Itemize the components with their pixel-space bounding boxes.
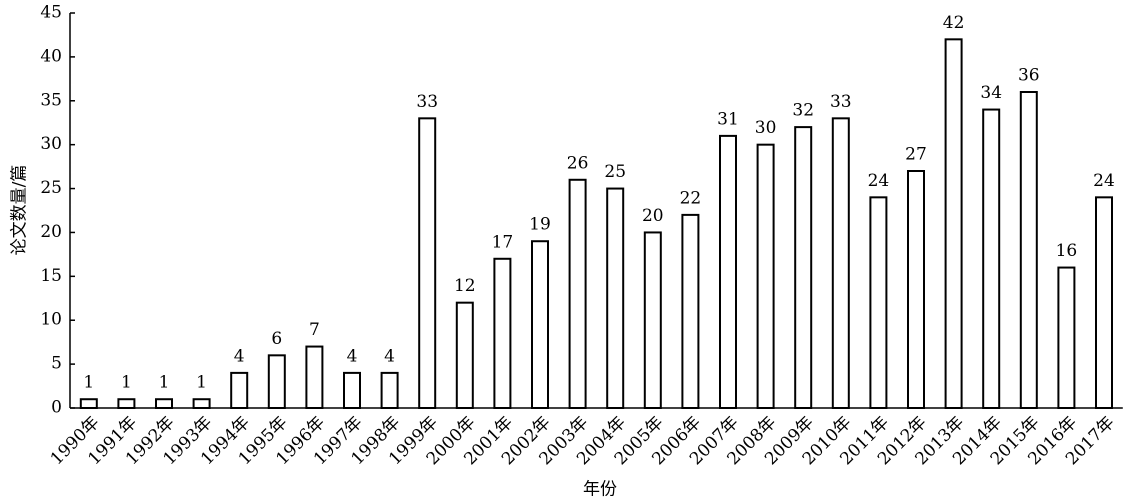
- value-label: 30: [755, 118, 777, 138]
- y-tick-label: 5: [51, 354, 62, 374]
- value-label: 33: [830, 92, 852, 112]
- bar: [531, 240, 549, 409]
- bar: [267, 354, 286, 410]
- value-label: 1: [121, 373, 132, 393]
- y-tick-label: 10: [40, 310, 62, 330]
- y-tick-label: 25: [40, 178, 62, 198]
- value-label: 12: [454, 276, 476, 296]
- value-label: 36: [1018, 66, 1040, 86]
- value-label: 25: [604, 162, 626, 182]
- value-label: 7: [309, 320, 320, 340]
- bar: [343, 371, 361, 409]
- bar: [907, 170, 925, 409]
- value-label: 42: [943, 13, 965, 33]
- x-axis-label: 年份: [583, 480, 617, 500]
- value-label: 1: [83, 373, 94, 393]
- value-label: 22: [680, 188, 702, 208]
- bar: [1095, 196, 1113, 409]
- bar: [606, 187, 625, 409]
- value-label: 17: [492, 232, 514, 252]
- y-tick-label: 45: [40, 3, 62, 23]
- bar: [418, 117, 437, 409]
- bar: [794, 126, 813, 409]
- y-tick-label: 15: [40, 266, 62, 286]
- y-tick-label: 30: [40, 134, 62, 154]
- value-label: 1: [196, 373, 207, 393]
- bar: [455, 301, 474, 409]
- bar: [869, 196, 888, 409]
- value-label: 6: [271, 329, 282, 349]
- bar: [756, 143, 775, 410]
- value-label: 24: [868, 171, 890, 191]
- bar: [155, 398, 173, 410]
- bar: [568, 178, 587, 409]
- y-tick-label: 35: [40, 90, 62, 110]
- value-label: 34: [980, 83, 1002, 103]
- value-label: 4: [234, 346, 245, 366]
- value-label: 31: [717, 109, 739, 129]
- value-label: 27: [905, 145, 927, 165]
- bar: [944, 38, 963, 409]
- bar: [681, 213, 700, 409]
- bar: [305, 345, 324, 409]
- bar: [1019, 91, 1038, 409]
- value-label: 33: [416, 92, 438, 112]
- value-label: 4: [384, 346, 395, 366]
- y-tick-label: 20: [40, 222, 62, 242]
- bar: [719, 134, 737, 409]
- y-tick-label: 0: [51, 398, 62, 418]
- value-label: 1: [159, 373, 170, 393]
- bar: [831, 117, 850, 409]
- bar: [192, 398, 211, 410]
- bar: [493, 257, 512, 409]
- value-label: 24: [1093, 171, 1115, 191]
- value-label: 4: [347, 346, 358, 366]
- bar: [79, 398, 98, 410]
- value-label: 32: [792, 101, 814, 121]
- value-label: 26: [567, 153, 589, 173]
- bar: [117, 398, 136, 410]
- y-axis-label: 论文数量/篇: [10, 165, 30, 256]
- bar: [1057, 266, 1076, 409]
- bar: [643, 231, 662, 409]
- bar: [230, 371, 249, 409]
- bar: [380, 371, 399, 409]
- value-label: 16: [1056, 241, 1078, 261]
- value-label: 19: [529, 215, 551, 235]
- value-label: 20: [642, 206, 664, 226]
- bar: [982, 108, 1001, 410]
- y-tick-label: 40: [40, 46, 62, 66]
